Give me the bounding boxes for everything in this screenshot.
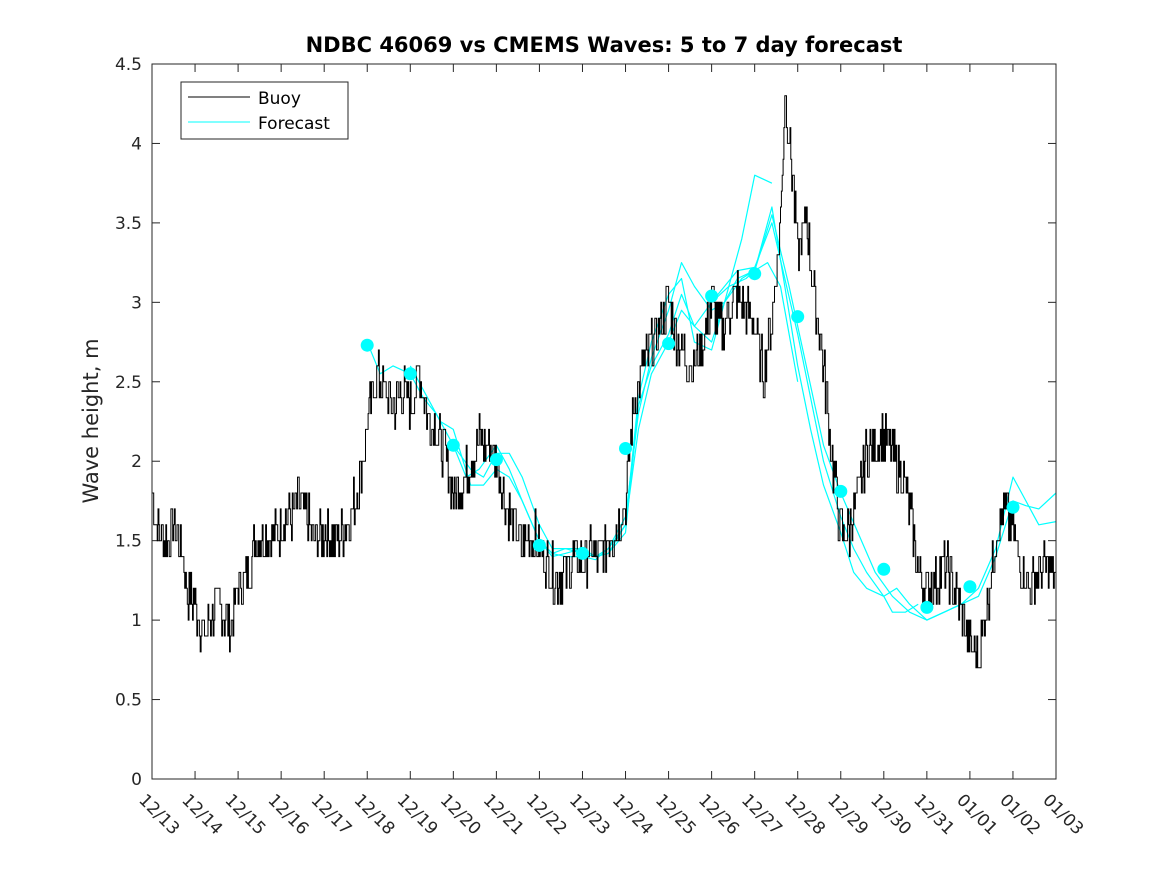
legend-buoy-label: Buoy: [258, 89, 301, 109]
x-tick-label: 12/17: [307, 790, 356, 839]
series-layer: [152, 95, 1057, 669]
forecast-marker: [834, 484, 848, 498]
forecast-marker: [748, 267, 762, 281]
x-tick-label: 12/31: [909, 790, 958, 839]
x-tick-label: 12/22: [522, 790, 571, 839]
x-tick-label: 12/13: [134, 790, 183, 839]
x-tick-label: 12/23: [565, 790, 614, 839]
buoy-line: [152, 95, 1057, 669]
y-tick-label: 4.5: [115, 55, 142, 75]
forecast-marker: [403, 367, 417, 381]
x-tick-label: 12/16: [264, 790, 313, 839]
y-axis-label: Wave height, m: [79, 338, 103, 503]
x-tick-label: 12/14: [178, 790, 227, 839]
y-tick-label: 3: [131, 293, 142, 313]
plot-area: [152, 64, 1056, 779]
chart-title: NDBC 46069 vs CMEMS Waves: 5 to 7 day fo…: [306, 33, 903, 57]
y-tick-label: 1.5: [115, 532, 142, 552]
y-tick-label: 1: [131, 611, 142, 631]
x-tick-label: 12/19: [393, 790, 442, 839]
forecast-marker: [576, 546, 589, 560]
y-tick-label: 0.5: [115, 691, 142, 711]
forecast-marker: [705, 289, 719, 303]
x-tick-label: 12/30: [866, 790, 915, 839]
forecast-marker: [619, 442, 632, 455]
y-tick-label: 3.5: [115, 214, 142, 234]
x-tick-label: 12/21: [479, 790, 528, 839]
y-axis: 0 0.5 1 1.5 2 2.5 3 3.5 4 4.5: [115, 55, 1056, 790]
x-tick-label: 12/18: [350, 790, 399, 839]
y-tick-label: 0: [131, 770, 142, 790]
forecast-run-line: [711, 214, 1057, 621]
forecast-run-line: [452, 206, 919, 613]
forecast-marker: [446, 438, 460, 452]
legend-box: [180, 81, 349, 140]
forecast-marker: [1006, 500, 1020, 514]
marker-layer: [360, 267, 1020, 614]
x-tick-label: 12/27: [737, 790, 786, 839]
x-tick-label: 12/15: [221, 790, 270, 839]
forecast-marker: [877, 562, 891, 576]
plot-frame: [151, 63, 1057, 780]
forecast-marker: [532, 538, 546, 552]
legend: Buoy Forecast: [180, 81, 349, 140]
x-tick-label: 12/26: [694, 790, 743, 839]
x-tick-label: 01/01: [952, 790, 1001, 839]
forecast-marker: [360, 338, 374, 352]
forecast-run-line: [409, 262, 799, 561]
forecast-marker: [920, 600, 934, 614]
x-tick-label: 01/02: [995, 790, 1044, 839]
x-tick-label: 12/25: [651, 790, 700, 839]
x-tick-label: 01/03: [1038, 790, 1087, 839]
forecast-marker: [963, 580, 977, 594]
y-tick-label: 2.5: [115, 373, 142, 393]
y-tick-label: 4: [131, 134, 142, 154]
forecast-marker: [662, 337, 676, 351]
x-tick-label: 12/20: [436, 790, 485, 839]
x-tick-label: 12/29: [823, 790, 872, 839]
x-tick-label: 12/28: [780, 790, 829, 839]
y-tick-label: 2: [131, 452, 142, 472]
forecast-marker: [791, 310, 805, 324]
x-tick-label: 12/24: [608, 790, 657, 839]
forecast-marker: [489, 453, 503, 467]
legend-forecast-label: Forecast: [258, 114, 330, 134]
forecast-run-line: [538, 222, 1057, 621]
